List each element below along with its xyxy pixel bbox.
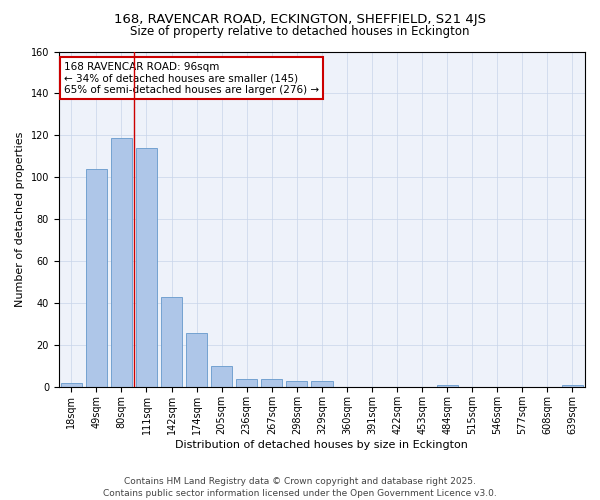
Bar <box>161 297 182 388</box>
Text: Size of property relative to detached houses in Eckington: Size of property relative to detached ho… <box>130 25 470 38</box>
Bar <box>236 379 257 388</box>
Text: 168 RAVENCAR ROAD: 96sqm
← 34% of detached houses are smaller (145)
65% of semi-: 168 RAVENCAR ROAD: 96sqm ← 34% of detach… <box>64 62 319 95</box>
Text: 168, RAVENCAR ROAD, ECKINGTON, SHEFFIELD, S21 4JS: 168, RAVENCAR ROAD, ECKINGTON, SHEFFIELD… <box>114 12 486 26</box>
Bar <box>211 366 232 388</box>
Bar <box>562 385 583 388</box>
Bar <box>437 385 458 388</box>
Bar <box>136 148 157 388</box>
Text: Contains HM Land Registry data © Crown copyright and database right 2025.
Contai: Contains HM Land Registry data © Crown c… <box>103 476 497 498</box>
Bar <box>86 169 107 388</box>
Bar <box>311 381 332 388</box>
Bar <box>111 138 132 388</box>
Bar <box>186 332 207 388</box>
Bar <box>61 383 82 388</box>
Y-axis label: Number of detached properties: Number of detached properties <box>15 132 25 307</box>
Bar <box>261 379 283 388</box>
X-axis label: Distribution of detached houses by size in Eckington: Distribution of detached houses by size … <box>175 440 469 450</box>
Bar <box>286 381 307 388</box>
